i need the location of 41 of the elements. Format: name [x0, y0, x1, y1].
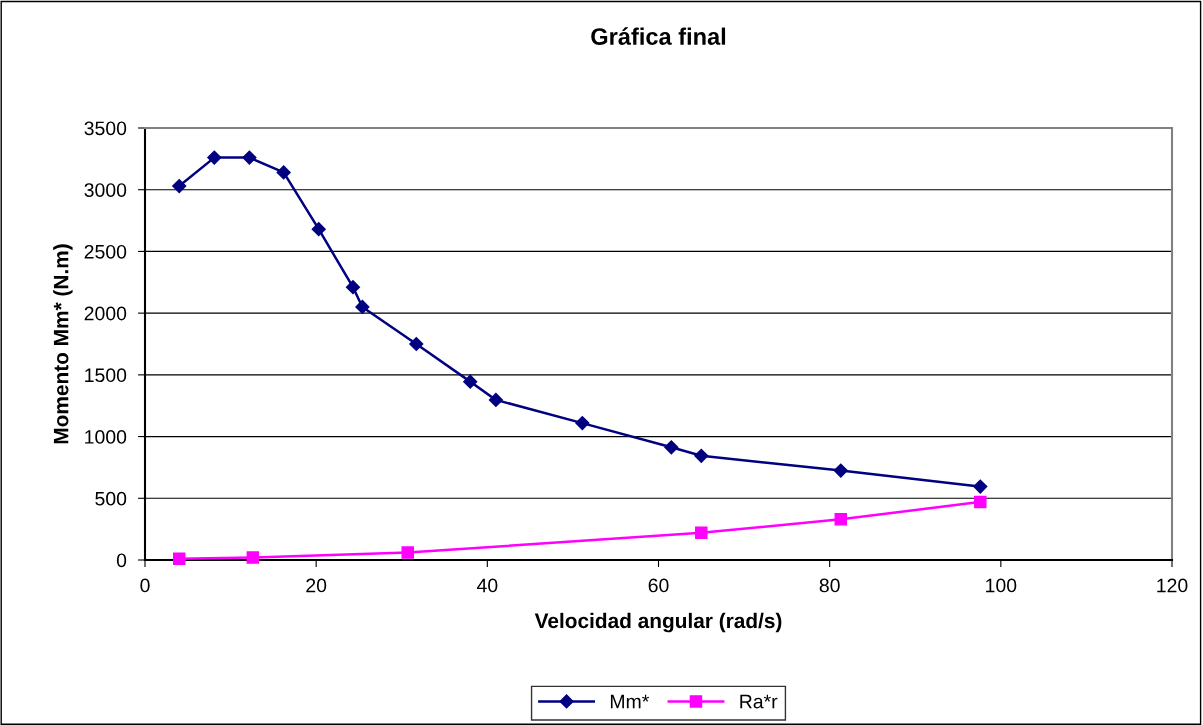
point [246, 551, 260, 564]
point [694, 448, 709, 463]
y-tick-label: 1500 [85, 368, 127, 383]
y-tick-label: 500 [95, 491, 127, 506]
point [401, 546, 414, 559]
x-tick-label: 100 [986, 578, 1017, 593]
y-tick-label: 2000 [84, 306, 127, 321]
point [973, 479, 988, 494]
y-tick-label: 1000 [85, 430, 127, 444]
y-tick-label: 3500 [84, 121, 127, 136]
point [664, 440, 679, 455]
point [834, 513, 848, 526]
y-axis-title: Momento Mm* (N.m) [53, 244, 73, 444]
point [488, 392, 503, 407]
legend-label: Mm* [610, 694, 650, 709]
y-tick-label: 0 [116, 553, 127, 568]
x-axis-title: Velocidad angular (rad/s) [534, 612, 782, 633]
x-tick-label: 80 [819, 578, 840, 593]
x-tick-label: 120 [1157, 578, 1188, 593]
point [463, 374, 478, 389]
point [311, 222, 326, 237]
point [575, 416, 590, 431]
point [974, 495, 987, 509]
y-tick-label: 3000 [84, 183, 127, 197]
point [172, 552, 186, 566]
point [833, 463, 848, 478]
point [355, 299, 370, 315]
x-tick-label: 40 [476, 578, 498, 593]
point [345, 280, 361, 295]
chart-title: Gráfica final [591, 27, 726, 45]
x-tick-label: 60 [648, 578, 669, 593]
point [276, 165, 291, 180]
legend-label: Ra*r [740, 694, 778, 709]
point [172, 178, 187, 194]
point [409, 336, 424, 352]
y-tick-label: 2500 [84, 244, 127, 259]
x-tick-label: 0 [140, 578, 150, 593]
point [242, 150, 257, 165]
x-tick-label: 20 [306, 578, 327, 593]
point [207, 150, 222, 165]
point [695, 526, 708, 540]
